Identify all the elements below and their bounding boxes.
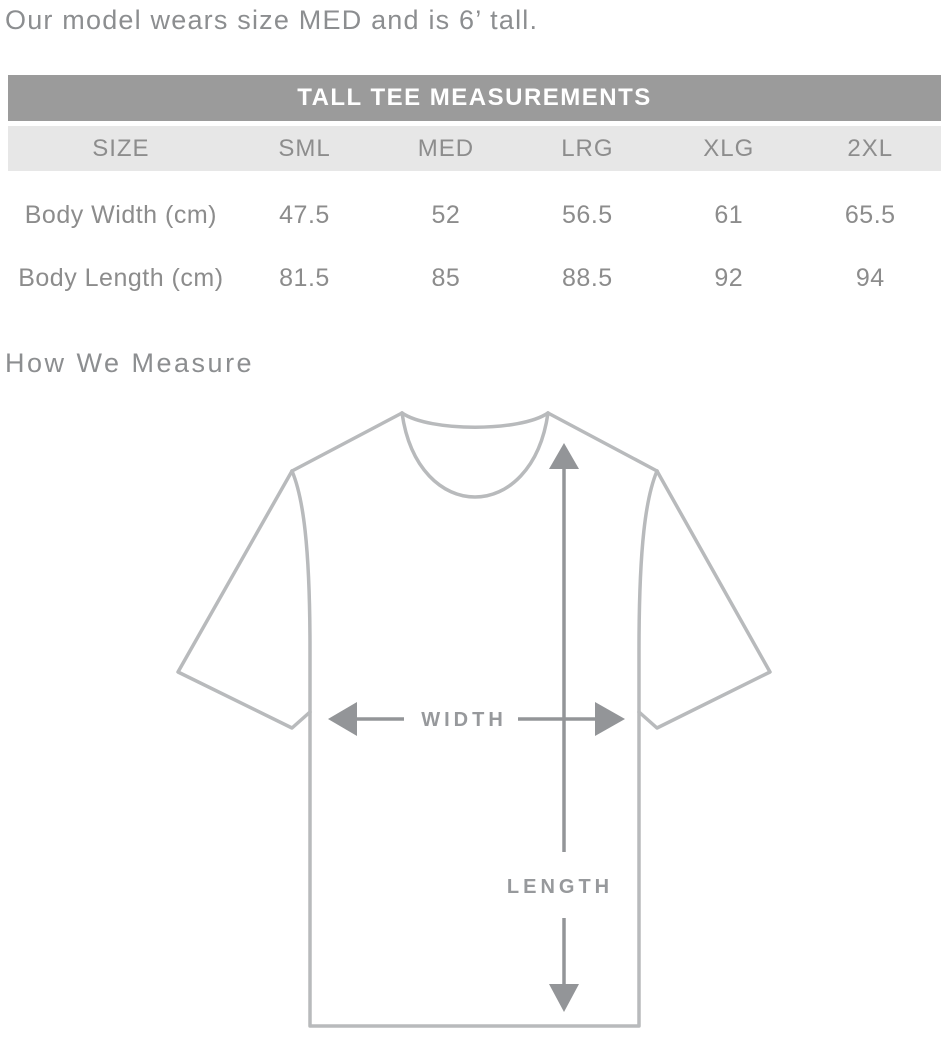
tshirt-left-sleeve	[176, 469, 312, 730]
length-arrow-up-head-icon	[549, 443, 579, 469]
column-header-med: MED	[417, 134, 475, 162]
column-header-2xl: 2XL	[847, 134, 894, 162]
length-arrow-down-head-icon	[549, 984, 579, 1012]
model-info-text: Our model wears size MED and is 6’ tall.	[5, 5, 539, 35]
tshirt-body	[290, 469, 659, 1028]
column-header-sml: SML	[278, 134, 331, 162]
row-label: Body Length (cm)	[18, 263, 224, 292]
measurement-value: 56.5	[562, 200, 613, 229]
size-header-row: SIZE SML MED LRG XLG 2XL	[8, 126, 941, 171]
how-we-measure-heading: How We Measure	[5, 348, 255, 378]
row-label: Body Width (cm)	[24, 200, 218, 229]
tshirt-front-collar	[400, 411, 550, 499]
width-label: WIDTH	[421, 709, 507, 731]
length-label: LENGTH	[507, 876, 613, 898]
tshirt-outline-icon	[176, 411, 772, 1028]
measurement-value: 47.5	[279, 200, 330, 229]
tshirt-left-shoulder-seam	[290, 411, 404, 473]
table-title-bar: TALL TEE MEASUREMENTS	[8, 75, 941, 121]
measurement-value: 61	[714, 200, 744, 229]
width-arrow-right-head-icon	[595, 702, 625, 736]
tshirt-back-collar	[400, 411, 550, 429]
column-header-lrg: LRG	[561, 134, 614, 162]
tshirt-right-sleeve	[637, 469, 772, 730]
column-header-xlg: XLG	[703, 134, 755, 162]
tshirt-right-shoulder-seam	[546, 411, 659, 473]
width-arrow-left-head-icon	[328, 702, 357, 736]
length-arrow: LENGTH	[507, 443, 613, 1012]
measurement-value: 81.5	[279, 263, 330, 292]
table-title: TALL TEE MEASUREMENTS	[297, 84, 652, 111]
width-arrow: WIDTH	[328, 702, 625, 736]
measurement-value: 88.5	[562, 263, 613, 292]
measurement-value: 65.5	[844, 200, 896, 229]
measurement-value: 85	[431, 263, 461, 292]
measurement-value: 92	[714, 263, 744, 292]
column-header-size: SIZE	[92, 134, 150, 162]
table-row-body-width: Body Width (cm) 47.5 52 56.5 61 65.5	[8, 192, 941, 238]
size-table: TALL TEE MEASUREMENTS SIZE SML MED LRG X…	[8, 75, 941, 321]
measurement-value: 94	[855, 263, 885, 292]
table-row-body-length: Body Length (cm) 81.5 85 88.5 92 94	[8, 255, 941, 301]
measurement-value: 52	[431, 200, 461, 229]
